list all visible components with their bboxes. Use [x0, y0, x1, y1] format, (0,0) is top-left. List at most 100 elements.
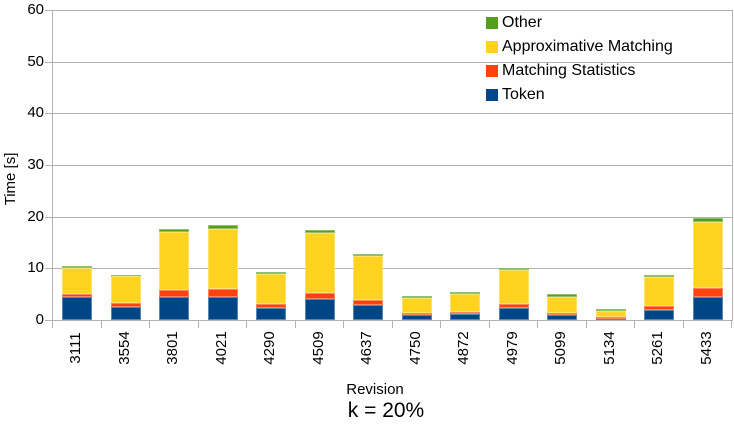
- legend-item-matching-statistics: Matching Statistics: [486, 59, 673, 83]
- y-tick-label-50: 50: [27, 52, 44, 70]
- x-tick-label-4979: 4979: [503, 331, 521, 365]
- y-tick-20: [45, 216, 52, 218]
- y-tick-10: [45, 268, 52, 270]
- bar-segment-3111-other: [62, 266, 93, 269]
- bar-segment-5099-matching-statistics: [547, 312, 578, 316]
- bar-segment-4750-approximative-matching: [401, 298, 432, 314]
- bar-segment-4637-token: [353, 304, 384, 320]
- x-tick-label-3554: 3554: [115, 331, 133, 365]
- bar-segment-3554-approximative-matching: [110, 276, 141, 304]
- gridline-y-10: [53, 268, 732, 270]
- x-tick-12: [634, 321, 635, 328]
- x-tick-label-5433: 5433: [697, 331, 715, 365]
- bar-segment-4637-other: [353, 253, 384, 257]
- y-tick-label-10: 10: [27, 259, 44, 277]
- x-tick-4: [246, 321, 247, 328]
- bar-segment-4872-matching-statistics: [450, 311, 481, 314]
- y-tick-50: [45, 61, 52, 63]
- x-tick-label-4021: 4021: [212, 331, 230, 365]
- x-tick-5: [294, 321, 296, 328]
- bar-segment-4872-other: [450, 291, 481, 294]
- bar-segment-5134-other: [595, 309, 626, 312]
- plot-area: [52, 10, 733, 321]
- legend-item-approximative-matching: Approximative Matching: [486, 35, 673, 59]
- bar-segment-5261-matching-statistics: [644, 305, 675, 310]
- x-tick-9: [488, 321, 490, 328]
- x-tick-label-5099: 5099: [552, 331, 570, 365]
- legend-label: Approximative Matching: [502, 38, 673, 55]
- y-tick-0: [45, 320, 52, 321]
- x-tick-14: [731, 321, 732, 328]
- x-tick-8: [440, 321, 441, 328]
- bar-segment-4979-other: [498, 268, 529, 271]
- bar-segment-5433-token: [692, 296, 723, 320]
- bar-segment-4750-token: [401, 315, 432, 320]
- bar-segment-4290-matching-statistics: [256, 304, 287, 309]
- x-tick-label-4872: 4872: [455, 331, 473, 365]
- bar-segment-5433-approximative-matching: [692, 221, 723, 289]
- x-tick-6: [343, 321, 344, 328]
- x-tick-13: [682, 321, 684, 328]
- x-tick-label-3111: 3111: [67, 332, 85, 364]
- y-tick-label-30: 30: [27, 156, 44, 173]
- y-axis-title: Time [s]: [2, 152, 19, 206]
- x-tick-label-4750: 4750: [406, 331, 424, 365]
- bar-segment-5134-token: [595, 318, 626, 320]
- x-tick-label-4637: 4637: [358, 331, 376, 365]
- y-tick-60: [45, 10, 52, 11]
- bar-segment-3801-token: [159, 297, 190, 320]
- bar-segment-5099-approximative-matching: [547, 296, 578, 313]
- y-tick-label-60: 60: [27, 1, 44, 18]
- bar-segment-4290-token: [256, 308, 287, 320]
- x-tick-10: [537, 321, 538, 328]
- x-tick-1: [100, 321, 102, 328]
- legend-label: Other: [502, 14, 543, 31]
- x-tick-label-5134: 5134: [600, 331, 618, 365]
- x-tick-label-5261: 5261: [649, 331, 667, 365]
- x-tick-label-4290: 4290: [261, 331, 279, 365]
- bar-segment-3111-token: [62, 297, 93, 320]
- legend-label: Matching Statistics: [502, 62, 636, 79]
- x-tick-0: [52, 321, 53, 328]
- bar-segment-4979-token: [498, 308, 529, 320]
- bar-segment-5099-other: [547, 294, 578, 297]
- bar-segment-5134-approximative-matching: [595, 311, 626, 318]
- legend-swatch-icon: [486, 65, 498, 77]
- bar-segment-5261-other: [644, 274, 675, 278]
- bar-segment-4021-matching-statistics: [207, 289, 238, 297]
- bar-segment-4021-approximative-matching: [207, 228, 238, 289]
- bar-segment-5433-matching-statistics: [692, 288, 723, 297]
- bar-segment-4750-other: [401, 296, 432, 299]
- x-tick-7: [391, 321, 393, 328]
- bar-segment-3801-other: [159, 229, 190, 232]
- gridline-y-60: [53, 10, 732, 11]
- legend-swatch-icon: [486, 41, 498, 53]
- bar-segment-4637-approximative-matching: [353, 256, 384, 301]
- bar-segment-3554-other: [110, 274, 141, 277]
- bar-segment-5261-approximative-matching: [644, 277, 675, 306]
- bar-segment-5433-other: [692, 218, 723, 222]
- bar-segment-5099-token: [547, 315, 578, 320]
- bar-segment-4872-token: [450, 313, 481, 320]
- y-tick-label-40: 40: [27, 104, 44, 122]
- x-tick-3: [197, 321, 199, 328]
- bar-segment-4750-matching-statistics: [401, 313, 432, 316]
- x-tick-2: [149, 321, 150, 328]
- legend-swatch-icon: [486, 89, 498, 101]
- bar-segment-3801-approximative-matching: [159, 231, 190, 290]
- bar-segment-4979-matching-statistics: [498, 304, 529, 309]
- y-tick-label-20: 20: [27, 207, 44, 225]
- bar-segment-4509-matching-statistics: [304, 292, 335, 300]
- gridline-y-20: [53, 216, 732, 218]
- legend-label: Token: [502, 86, 545, 103]
- x-tick-label-4509: 4509: [309, 331, 327, 365]
- bar-segment-3111-matching-statistics: [62, 294, 93, 298]
- x-tick-label-3801: 3801: [164, 331, 182, 365]
- bar-segment-4509-token: [304, 299, 335, 320]
- bar-segment-4637-matching-statistics: [353, 300, 384, 305]
- y-tick-label-0: 0: [35, 311, 44, 328]
- y-tick-40: [45, 113, 52, 115]
- bar-segment-5134-matching-statistics: [595, 317, 626, 319]
- bar-segment-4509-other: [304, 229, 335, 233]
- bar-segment-3554-matching-statistics: [110, 303, 141, 308]
